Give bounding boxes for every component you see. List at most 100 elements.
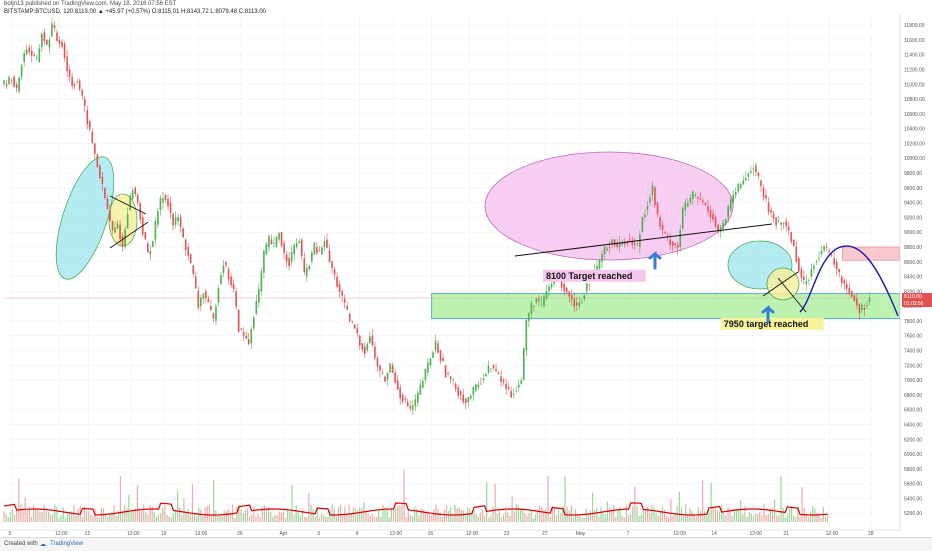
volume-bar bbox=[397, 505, 399, 522]
volume-bar bbox=[744, 506, 746, 522]
candle-body bbox=[495, 368, 497, 372]
x-tick-label: 12 bbox=[85, 531, 91, 537]
candle-body bbox=[861, 304, 863, 310]
volume-bar bbox=[763, 504, 765, 522]
candle-body bbox=[656, 202, 659, 214]
candle-body bbox=[303, 258, 306, 273]
candle-body bbox=[427, 362, 429, 373]
volume-bar bbox=[621, 515, 623, 522]
candle-body bbox=[702, 200, 704, 203]
volume-bar bbox=[60, 514, 62, 522]
candle-body bbox=[300, 239, 303, 257]
volume-bar bbox=[439, 512, 441, 522]
volume-bar bbox=[784, 517, 786, 522]
candle-body bbox=[485, 373, 487, 377]
annotations: 8100 Target reached 7950 target reached bbox=[542, 250, 824, 330]
volume-bar bbox=[477, 516, 479, 522]
up-arrow-icon bbox=[761, 304, 775, 324]
candle-body bbox=[131, 190, 134, 199]
candle-body bbox=[253, 317, 255, 329]
price-chart[interactable]: 8100 Target reached 7950 target reached 1… bbox=[0, 0, 932, 537]
volume-bar bbox=[39, 511, 41, 522]
volume-bar bbox=[327, 516, 329, 522]
candle-body bbox=[371, 335, 374, 346]
candle-body bbox=[454, 383, 457, 390]
candle-body bbox=[230, 276, 232, 286]
candle-body bbox=[631, 241, 634, 245]
volume-bar bbox=[255, 516, 257, 522]
tradingview-brand[interactable]: TradingView bbox=[50, 541, 84, 547]
candle-body bbox=[343, 298, 346, 303]
volume-bar bbox=[704, 511, 706, 522]
volume-bar bbox=[494, 483, 496, 522]
candle-body bbox=[336, 276, 338, 287]
volume-bar bbox=[124, 505, 126, 522]
candle-body bbox=[820, 250, 823, 255]
volume-bar bbox=[685, 504, 687, 522]
volume-bar bbox=[242, 512, 244, 522]
volume-bar bbox=[240, 509, 242, 522]
y-tick-label: 9800.00 bbox=[904, 171, 922, 177]
candle-body bbox=[205, 291, 207, 299]
candle-body bbox=[641, 217, 644, 233]
volume-bar bbox=[320, 513, 323, 522]
candle-body bbox=[684, 202, 687, 210]
volume-bar bbox=[608, 507, 611, 522]
candle-body bbox=[348, 313, 351, 322]
volume-bar bbox=[646, 507, 649, 522]
candle-body bbox=[202, 293, 205, 299]
candle-body bbox=[813, 265, 815, 270]
candle-body bbox=[606, 248, 608, 251]
candle-body bbox=[245, 335, 248, 339]
candle-body bbox=[222, 265, 225, 273]
y-tick-label: 9400.00 bbox=[904, 201, 922, 207]
candle-body bbox=[109, 209, 111, 221]
candle-body bbox=[447, 372, 449, 375]
x-tick-label: 12:00 bbox=[55, 531, 68, 537]
volume-bar bbox=[570, 505, 572, 522]
x-tick-label: 21 bbox=[783, 531, 789, 537]
volume-bar bbox=[797, 505, 799, 522]
candle-body bbox=[651, 185, 654, 196]
candle-body bbox=[805, 281, 808, 284]
volume-bar bbox=[85, 511, 88, 522]
candle-body bbox=[800, 269, 803, 278]
volume-bar bbox=[136, 485, 138, 522]
candle-body bbox=[136, 195, 139, 203]
volume-bar bbox=[299, 515, 301, 522]
volume-bar bbox=[251, 514, 253, 522]
candle-body bbox=[263, 250, 265, 273]
volume-bar bbox=[422, 509, 424, 522]
volume-bar bbox=[805, 513, 807, 522]
x-tick-label: 13:00 bbox=[127, 531, 140, 537]
volume-bar bbox=[418, 515, 420, 522]
y-tick-label: 8800.00 bbox=[904, 245, 922, 251]
candle-body bbox=[540, 301, 543, 303]
candle-body bbox=[780, 222, 782, 225]
volume-bar bbox=[812, 506, 814, 522]
volume-bar bbox=[405, 517, 407, 522]
candle-body bbox=[659, 217, 661, 227]
volume-bar bbox=[583, 517, 585, 522]
candle-body bbox=[689, 197, 692, 203]
candle-body bbox=[517, 384, 520, 388]
candle-body bbox=[681, 208, 684, 229]
candle-body bbox=[472, 386, 475, 395]
candle-body bbox=[298, 241, 301, 244]
candle-body bbox=[116, 223, 119, 229]
volume-bar bbox=[752, 516, 755, 522]
candle-body bbox=[316, 246, 318, 254]
volume-ma-line bbox=[3, 502, 828, 516]
volume-bar bbox=[181, 515, 183, 522]
volume-bar bbox=[718, 511, 721, 522]
candle-body bbox=[394, 372, 396, 383]
volume-bar bbox=[130, 512, 132, 522]
candle-body bbox=[182, 228, 184, 238]
y-tick-label: 10800.00 bbox=[904, 97, 925, 103]
candle-body bbox=[823, 246, 825, 251]
volume-bar bbox=[547, 475, 549, 522]
candle-body bbox=[848, 287, 851, 295]
volume-bar bbox=[530, 510, 532, 522]
candle-body bbox=[669, 239, 671, 245]
candle-body bbox=[835, 261, 838, 270]
